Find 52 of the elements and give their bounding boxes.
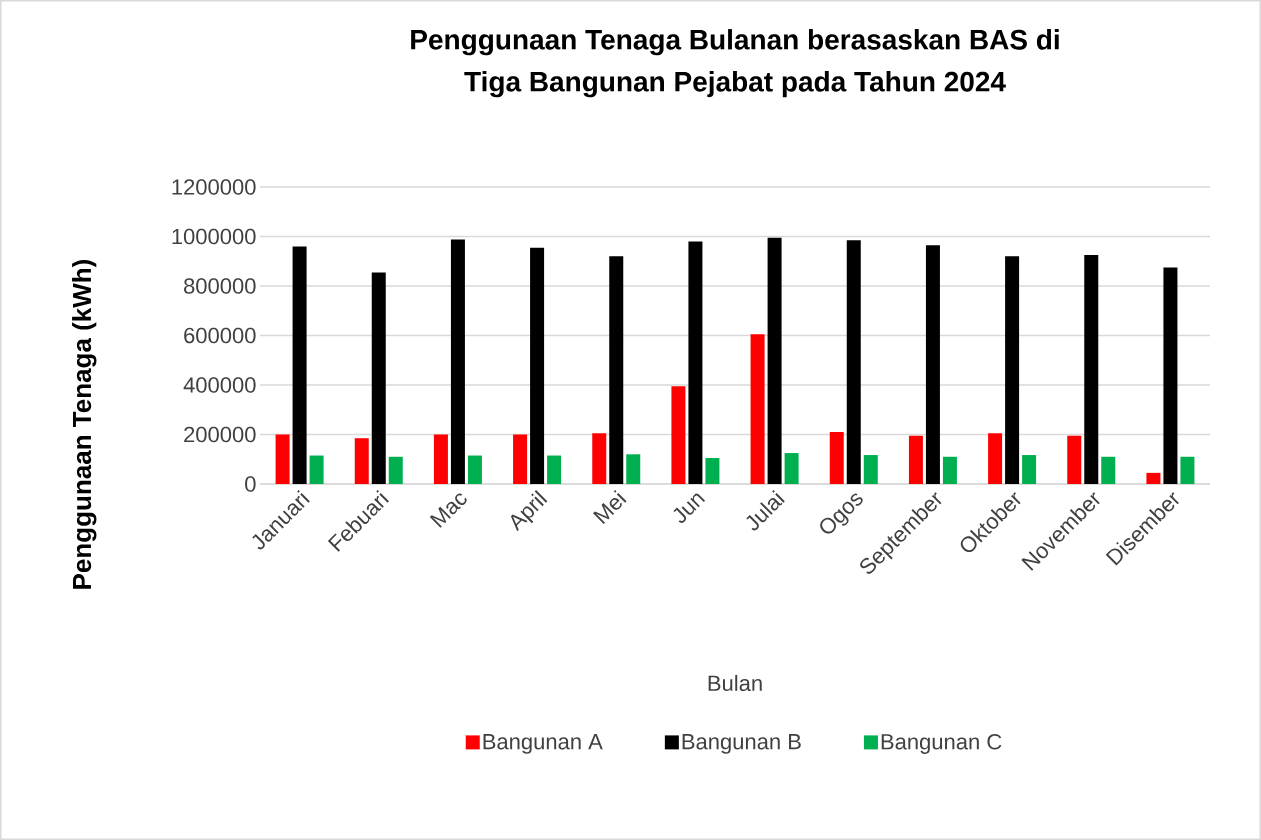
bar — [942, 456, 957, 484]
bar — [609, 256, 624, 484]
bar — [1084, 255, 1099, 484]
bar — [1005, 256, 1020, 484]
bar — [592, 433, 607, 484]
bar — [908, 435, 923, 484]
bar — [988, 433, 1003, 484]
y-axis-title: Penggunaan Tenaga (kWh) — [72, 260, 97, 589]
bar — [829, 432, 844, 484]
y-tick-label: 1000000 — [172, 228, 256, 245]
bar — [863, 455, 878, 484]
bar — [671, 386, 686, 484]
bar — [433, 434, 448, 484]
bar — [275, 434, 290, 484]
bar — [530, 247, 545, 484]
chart-title: Penggunaan Tenaga Bulanan berasaskan BAS di Tiga Bangunan Pejabat pada Tahun 2024 — [411, 29, 1059, 98]
y-tick-label: 1200000 — [172, 179, 256, 195]
bar — [388, 456, 403, 484]
bar — [705, 458, 720, 484]
bar — [513, 434, 528, 484]
y-tick-label: 800000 — [184, 278, 256, 294]
bar — [784, 453, 799, 484]
x-tick-label: Jun — [673, 493, 706, 523]
y-tick-label: 200000 — [184, 426, 256, 443]
y-tick-label: 0 — [245, 476, 256, 492]
bar — [626, 454, 641, 484]
x-axis-title: Bulan — [708, 674, 762, 692]
bar — [1067, 435, 1082, 484]
bar — [371, 272, 386, 484]
bar — [1180, 456, 1195, 484]
x-tick-label: Mac — [429, 493, 467, 528]
bar — [750, 334, 765, 484]
bar — [925, 245, 940, 484]
bar — [292, 246, 307, 484]
bar — [767, 237, 782, 484]
bar — [450, 239, 465, 484]
bar — [846, 240, 861, 484]
bar — [467, 455, 482, 484]
bar — [1101, 456, 1116, 484]
x-tick-label: Mei — [593, 490, 627, 525]
bar — [1163, 267, 1178, 484]
y-tick-label: 600000 — [184, 327, 256, 344]
legend-label: Bangunan A — [483, 734, 603, 754]
bar — [688, 241, 703, 484]
bar — [547, 455, 562, 484]
bar — [354, 438, 369, 484]
bar — [1022, 455, 1037, 484]
y-tick-label: 400000 — [183, 377, 256, 393]
bar — [309, 455, 324, 484]
legend-label: Bangunan C — [881, 733, 1002, 754]
legend-label: Bangunan B — [682, 734, 801, 754]
bar — [1146, 472, 1161, 484]
